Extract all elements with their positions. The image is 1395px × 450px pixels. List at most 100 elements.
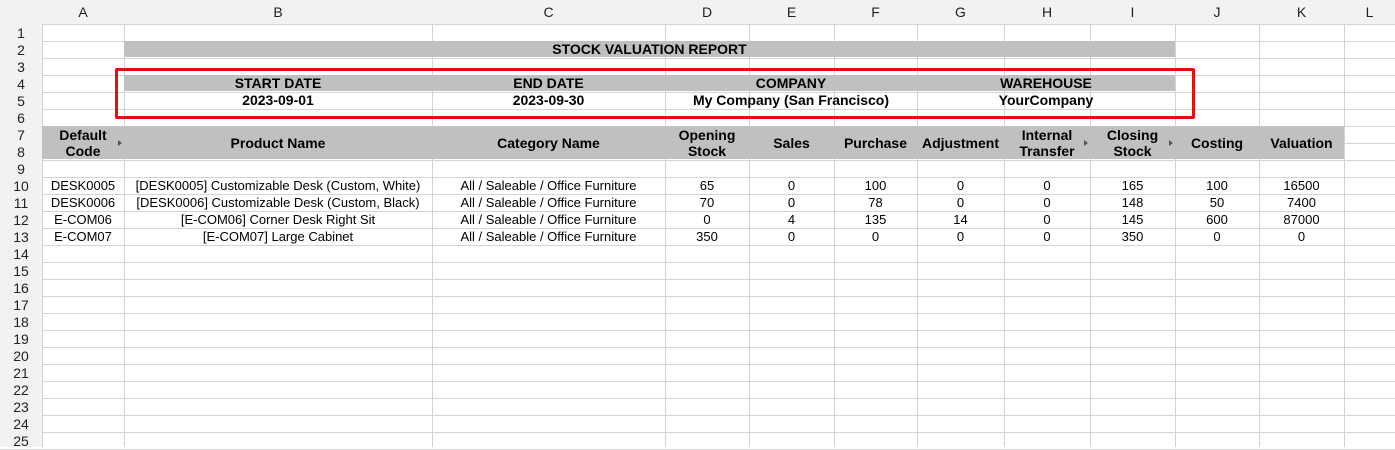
grid-column-line [665,0,666,447]
row-header-18[interactable]: 18 [13,313,29,330]
row-header-17[interactable]: 17 [13,296,29,313]
table-cell[interactable]: 65 [699,178,715,193]
column-header-j[interactable]: J [1213,4,1221,20]
table-cell[interactable]: 100 [864,178,887,193]
table-cell[interactable]: 50 [1209,195,1225,210]
row-header-11[interactable]: 11 [13,194,29,211]
table-cell[interactable]: 100 [1206,178,1228,193]
table-cell[interactable]: 600 [1206,212,1228,227]
table-cell[interactable]: DESK0005 [50,178,116,193]
grid-row-line [0,58,1395,59]
table-cell[interactable]: 87000 [1283,212,1320,227]
row-header-16[interactable]: 16 [13,279,29,296]
end-date-value[interactable]: 2023-09-30 [512,92,585,108]
table-cell[interactable]: 70 [699,195,715,210]
filter-dropdown-icon[interactable] [1169,140,1173,146]
grid-row-line [0,194,1395,195]
row-header-2[interactable]: 2 [17,41,25,58]
row-header-20[interactable]: 20 [13,347,29,364]
row-header-10[interactable]: 10 [13,177,29,194]
table-cell[interactable]: All / Saleable / Office Furniture [460,178,637,193]
grid-column-line [834,0,835,447]
row-header-1[interactable]: 1 [17,24,25,41]
table-cell[interactable]: 148 [1121,195,1144,210]
row-header-9[interactable]: 9 [17,160,25,177]
table-cell[interactable]: 78 [868,195,883,210]
column-header-k[interactable]: K [1296,4,1307,20]
table-cell[interactable]: [DESK0006] Customizable Desk (Custom, Bl… [136,195,420,210]
row-header-22[interactable]: 22 [13,381,29,398]
filter-dropdown-icon[interactable] [118,140,122,146]
row-header-25[interactable]: 25 [13,432,29,449]
column-header-h[interactable]: H [1041,4,1053,20]
table-cell[interactable]: 7400 [1287,195,1316,210]
column-header-d[interactable]: D [701,4,713,20]
row-header-24[interactable]: 24 [13,415,29,432]
row-header-6[interactable]: 6 [17,109,25,126]
grid-row-line [0,228,1395,229]
table-cell[interactable]: 0 [956,195,965,210]
table-cell[interactable]: 135 [864,212,887,227]
table-cell[interactable]: [E-COM07] Large Cabinet [202,229,354,244]
column-header-g[interactable]: G [955,4,966,20]
table-cell[interactable]: 4 [787,212,796,227]
table-cell[interactable]: 350 [696,229,718,244]
column-header-e[interactable]: E [786,4,797,20]
row-header-12[interactable]: 12 [13,211,29,228]
table-cell[interactable]: DESK0006 [50,195,116,210]
table-cell[interactable]: E-COM07 [54,229,112,244]
table-cell[interactable]: 0 [956,178,965,193]
row-header-23[interactable]: 23 [13,398,29,415]
warehouse-value[interactable]: YourCompany [998,92,1094,108]
column-header-a[interactable]: A [78,4,88,20]
table-cell[interactable]: 165 [1121,178,1144,193]
table-cell[interactable]: 0 [1213,229,1221,244]
table-cell[interactable]: 0 [1043,229,1051,244]
grid-column-line [124,0,125,447]
row-header-19[interactable]: 19 [13,330,29,347]
table-cell[interactable]: 0 [703,212,711,227]
column-header-c[interactable]: C [543,4,554,20]
table-cell[interactable]: 0 [787,229,796,244]
row-header-7[interactable]: 7 [17,126,25,143]
table-header-7: Adjustment [922,134,999,151]
table-cell[interactable]: 0 [871,229,880,244]
column-header-f[interactable]: F [871,4,880,20]
select-all-corner[interactable] [0,0,42,24]
row-header-21[interactable]: 21 [13,364,29,381]
table-cell[interactable]: All / Saleable / Office Furniture [460,229,637,244]
row-header-13[interactable]: 13 [13,228,29,245]
row-header-3[interactable]: 3 [17,58,25,75]
column-header-i[interactable]: I [1130,4,1135,20]
grid-row-line [0,262,1395,263]
table-cell[interactable]: 145 [1121,212,1144,227]
table-cell[interactable]: [DESK0005] Customizable Desk (Custom, Wh… [135,178,421,193]
row-header-14[interactable]: 14 [13,245,29,262]
table-cell[interactable]: 350 [1121,229,1144,244]
row-header-5[interactable]: 5 [17,92,25,109]
start-date-label: START DATE [234,75,322,91]
row-header-15[interactable]: 15 [13,262,29,279]
table-cell[interactable]: [E-COM06] Corner Desk Right Sit [180,212,376,227]
column-header-b[interactable]: B [273,4,283,20]
table-cell[interactable]: All / Saleable / Office Furniture [460,195,637,210]
report-title: STOCK VALUATION REPORT [552,41,747,57]
column-header-l[interactable]: L [1365,4,1374,20]
table-cell[interactable]: 0 [1043,178,1051,193]
table-cell[interactable]: 16500 [1283,178,1320,193]
table-cell[interactable]: 0 [787,178,796,193]
table-cell[interactable]: 0 [956,229,965,244]
company-value[interactable]: My Company (San Francisco) [692,92,890,108]
table-cell[interactable]: 0 [1297,229,1306,244]
table-cell[interactable]: 14 [953,212,968,227]
row-header-4[interactable]: 4 [17,75,25,92]
table-cell[interactable]: 0 [1043,195,1051,210]
row-header-8[interactable]: 8 [17,143,25,160]
table-cell[interactable]: 0 [787,195,796,210]
table-cell[interactable]: 0 [1043,212,1051,227]
table-cell[interactable]: All / Saleable / Office Furniture [460,212,637,227]
filter-dropdown-icon[interactable] [1084,140,1088,146]
start-date-value[interactable]: 2023-09-01 [242,92,314,108]
table-cell[interactable]: E-COM06 [54,212,112,227]
